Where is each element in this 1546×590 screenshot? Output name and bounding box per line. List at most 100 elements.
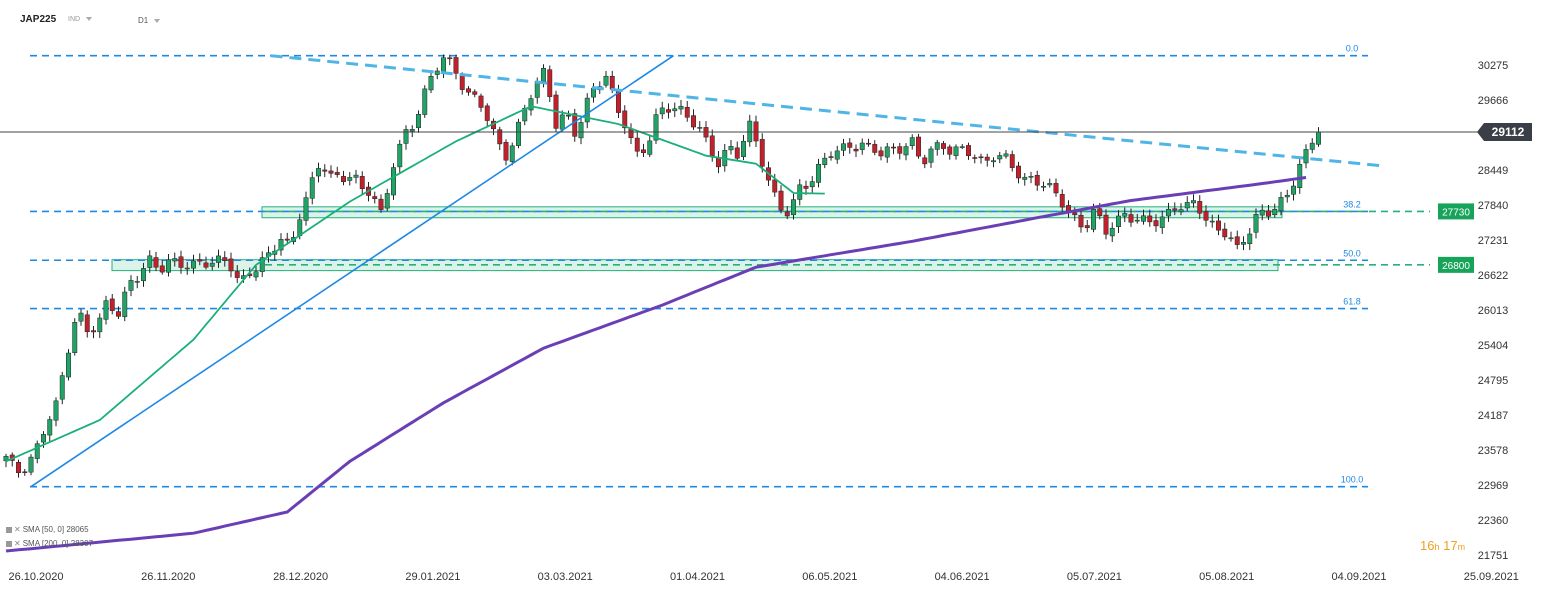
bear-candle[interactable] <box>328 170 334 174</box>
bull-candle[interactable] <box>1028 176 1034 178</box>
bull-candle[interactable] <box>122 291 128 318</box>
bear-candle[interactable] <box>1053 183 1059 194</box>
bear-candle[interactable] <box>1128 214 1134 223</box>
bull-candle[interactable] <box>303 197 309 221</box>
bull-candle[interactable] <box>509 145 515 162</box>
bull-candle[interactable] <box>66 352 71 378</box>
bear-candle[interactable] <box>484 105 490 121</box>
bear-candle[interactable] <box>634 137 640 152</box>
bull-candle[interactable] <box>591 87 596 98</box>
bull-candle[interactable] <box>1241 242 1246 245</box>
bull-candle[interactable] <box>1134 219 1140 222</box>
bear-candle[interactable] <box>778 190 784 211</box>
bull-candle[interactable] <box>1041 185 1046 188</box>
bull-candle[interactable] <box>1291 185 1296 195</box>
bull-candle[interactable] <box>516 121 521 146</box>
bull-candle[interactable] <box>841 143 846 151</box>
rising-trendline[interactable] <box>30 55 674 488</box>
bull-candle[interactable] <box>384 193 390 209</box>
bear-candle[interactable] <box>897 146 903 154</box>
settings-square-icon[interactable] <box>6 526 12 533</box>
bear-candle[interactable] <box>628 128 634 139</box>
bear-candle[interactable] <box>984 156 990 161</box>
instrument-type-dropdown[interactable]: IND <box>68 16 93 23</box>
bull-candle[interactable] <box>434 70 440 75</box>
bear-candle[interactable] <box>1072 212 1078 216</box>
bear-candle[interactable] <box>203 262 209 268</box>
bull-candle[interactable] <box>172 258 178 262</box>
bull-candle[interactable] <box>1166 208 1171 217</box>
bear-candle[interactable] <box>91 330 96 333</box>
bull-candle[interactable] <box>128 280 134 291</box>
bear-candle[interactable] <box>872 144 878 153</box>
bull-candle[interactable] <box>441 57 446 73</box>
bull-candle[interactable] <box>34 443 40 459</box>
bull-candle[interactable] <box>103 300 109 320</box>
bull-candle[interactable] <box>959 146 965 148</box>
bull-candle[interactable] <box>1003 153 1009 157</box>
bull-candle[interactable] <box>747 120 753 143</box>
bull-candle[interactable] <box>209 262 215 267</box>
bear-candle[interactable] <box>803 185 809 189</box>
legend-sma50[interactable]: ✕ SMA [50, 0] 28065 <box>6 525 89 534</box>
bear-candle[interactable] <box>1009 154 1015 168</box>
bull-candle[interactable] <box>1022 176 1028 180</box>
bear-candle[interactable] <box>228 258 234 272</box>
bull-candle[interactable] <box>1178 209 1184 213</box>
bear-candle[interactable] <box>1084 225 1090 229</box>
bear-candle[interactable] <box>178 256 184 268</box>
bull-candle[interactable] <box>1109 227 1115 237</box>
bear-candle[interactable] <box>941 143 946 149</box>
bear-candle[interactable] <box>472 91 478 95</box>
bull-candle[interactable] <box>1159 216 1165 228</box>
bear-candle[interactable] <box>459 74 465 90</box>
bull-candle[interactable] <box>528 98 534 111</box>
bear-candle[interactable] <box>159 265 165 273</box>
bear-candle[interactable] <box>478 95 484 108</box>
bull-candle[interactable] <box>1191 200 1196 204</box>
bull-candle[interactable] <box>728 146 734 151</box>
bull-candle[interactable] <box>997 155 1003 160</box>
bull-candle[interactable] <box>253 271 259 278</box>
bear-candle[interactable] <box>1059 194 1065 208</box>
bull-candle[interactable] <box>953 146 959 156</box>
bear-candle[interactable] <box>447 57 453 60</box>
bull-candle[interactable] <box>678 105 684 110</box>
bull-candle[interactable] <box>428 76 434 91</box>
bear-candle[interactable] <box>116 311 121 317</box>
timeframe-dropdown[interactable]: D1 <box>138 16 161 25</box>
bull-candle[interactable] <box>934 142 940 150</box>
support-zone[interactable] <box>261 206 1283 219</box>
bear-candle[interactable] <box>1266 210 1271 217</box>
bear-candle[interactable] <box>322 169 328 172</box>
bear-candle[interactable] <box>1097 208 1103 217</box>
bear-candle[interactable] <box>753 121 759 142</box>
settings-square-icon[interactable] <box>6 540 12 547</box>
bull-candle[interactable] <box>672 108 678 112</box>
sma50-line[interactable] <box>5 105 825 463</box>
bear-candle[interactable] <box>1034 174 1040 186</box>
bear-candle[interactable] <box>572 113 578 137</box>
bear-candle[interactable] <box>453 57 459 74</box>
bear-candle[interactable] <box>709 135 715 156</box>
bear-candle[interactable] <box>947 146 953 155</box>
bear-candle[interactable] <box>153 257 159 268</box>
bear-candle[interactable] <box>978 156 984 159</box>
bull-candle[interactable] <box>72 322 78 353</box>
bull-candle[interactable] <box>1141 215 1146 222</box>
bull-candle[interactable] <box>1209 220 1215 223</box>
bear-candle[interactable] <box>222 257 228 261</box>
bear-candle[interactable] <box>972 157 978 159</box>
bear-candle[interactable] <box>666 109 671 113</box>
bull-candle[interactable] <box>859 142 865 150</box>
bull-candle[interactable] <box>1122 213 1128 217</box>
bull-candle[interactable] <box>47 419 53 436</box>
bear-candle[interactable] <box>372 196 378 199</box>
bull-candle[interactable] <box>578 122 584 139</box>
bull-candle[interactable] <box>1284 194 1290 198</box>
bull-candle[interactable] <box>391 167 396 196</box>
bear-candle[interactable] <box>1078 214 1084 228</box>
bear-candle[interactable] <box>916 136 921 157</box>
bear-candle[interactable] <box>547 69 553 97</box>
